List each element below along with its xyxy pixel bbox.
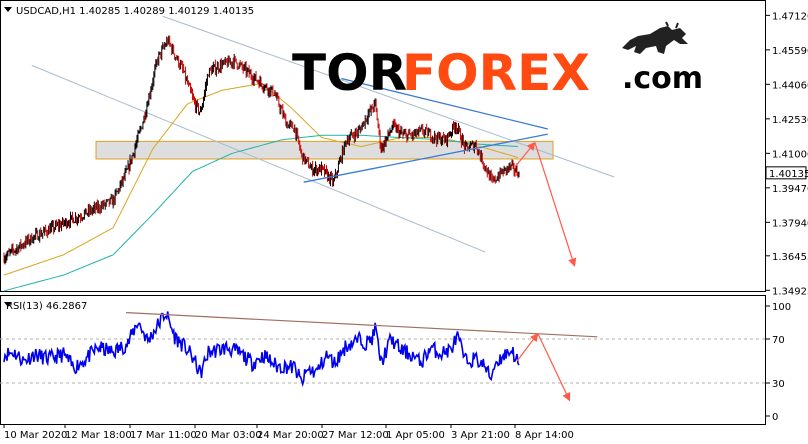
price-tick-label: 1.34925 bbox=[772, 286, 808, 297]
current-price-tag bbox=[765, 166, 807, 180]
price-tick-label: 1.42530 bbox=[772, 115, 808, 126]
time-tick-label: 8 Apr 14:00 bbox=[515, 430, 574, 441]
rsi-tick-label: 30 bbox=[772, 379, 785, 390]
current-price-label: 1.40135 bbox=[769, 169, 808, 180]
forecast-arrows bbox=[515, 141, 577, 267]
price-tick-label: 1.44060 bbox=[772, 80, 808, 91]
price-panel bbox=[3, 15, 615, 292]
time-tick-label: 1 Apr 05:00 bbox=[386, 430, 445, 441]
forecast-arrow-1 bbox=[515, 141, 536, 167]
channel-line-1 bbox=[162, 15, 615, 178]
rsi-collapse-triangle-icon[interactable] bbox=[4, 302, 12, 307]
torforex-logo: TOR FOREX .com bbox=[292, 21, 703, 102]
time-tick-label: 3 Apr 21:00 bbox=[451, 430, 510, 441]
support-zone-rect bbox=[95, 140, 554, 160]
price-tick-label: 1.39470 bbox=[772, 184, 808, 195]
rsi-trend-line bbox=[126, 312, 598, 338]
price-tick-label: 1.37940 bbox=[772, 218, 808, 229]
rsi-panel bbox=[0, 311, 766, 402]
logo-text-com: .com bbox=[622, 61, 703, 96]
header: USDCAD,H1 1.40285 1.40289 1.40129 1.4013… bbox=[4, 6, 254, 312]
channel-line-2 bbox=[31, 64, 486, 253]
time-tick-label: 24 Mar 20:00 bbox=[257, 430, 324, 441]
logo-text-tor: TOR bbox=[292, 44, 407, 102]
price-tick-label: 1.47120 bbox=[772, 11, 808, 22]
time-tick-label: 12 Mar 18:00 bbox=[65, 430, 132, 441]
bull-icon bbox=[622, 21, 688, 54]
logo-text-forex: FOREX bbox=[402, 44, 590, 102]
time-tick-label: 27 Mar 12:00 bbox=[322, 430, 389, 441]
triangle-lines bbox=[303, 77, 548, 183]
rsi-forecast-arrow-2 bbox=[537, 333, 571, 402]
rsi-info: RSI(13) 46.2867 bbox=[6, 301, 87, 312]
price-axis: 1.47120 1.45590 1.44060 1.42530 1.41000 1.394… bbox=[765, 11, 808, 297]
forecast-arrow-2 bbox=[534, 142, 577, 267]
rsi-tick-label: 0 bbox=[772, 412, 778, 423]
rsi-trendline bbox=[126, 312, 598, 338]
time-tick-label: 20 Mar 03:00 bbox=[195, 430, 262, 441]
rsi-line bbox=[3, 311, 520, 388]
price-tick-label: 1.41000 bbox=[772, 149, 808, 160]
rsi-polyline bbox=[3, 311, 520, 388]
rsi-tick-label: 70 bbox=[772, 335, 785, 346]
rsi-tick-label: 100 bbox=[772, 302, 791, 313]
price-tick-label: 1.36455 bbox=[772, 252, 808, 263]
rsi-forecast-arrow-1 bbox=[516, 332, 539, 362]
time-tick-label: 10 Mar 2020 bbox=[4, 430, 67, 441]
rsi-axis: 100 70 30 0 bbox=[766, 302, 791, 423]
time-tick-label: 17 Mar 11:00 bbox=[130, 430, 197, 441]
price-tick-label: 1.45590 bbox=[772, 46, 808, 57]
candles bbox=[3, 35, 520, 265]
rsi-forecast-arrows bbox=[516, 332, 571, 402]
channel-lines bbox=[31, 15, 615, 253]
triangle-line-2 bbox=[303, 133, 548, 183]
triangle-line-1 bbox=[341, 77, 548, 130]
symbol-info: USDCAD,H1 1.40285 1.40289 1.40129 1.4013… bbox=[16, 6, 254, 17]
support-resistance-zone bbox=[95, 140, 554, 160]
collapse-triangle-icon[interactable] bbox=[4, 7, 12, 12]
